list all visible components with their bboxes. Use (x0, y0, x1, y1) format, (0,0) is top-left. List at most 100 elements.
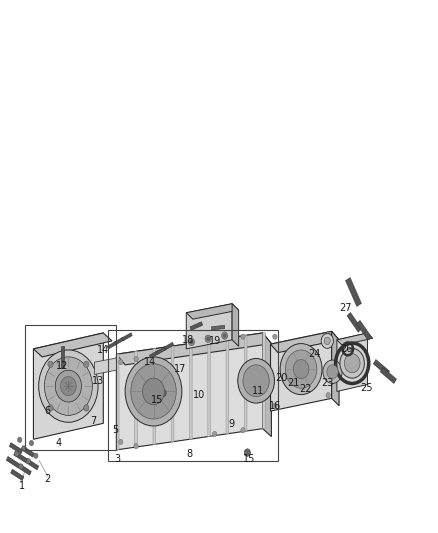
Polygon shape (171, 346, 174, 442)
Text: 8: 8 (186, 449, 192, 458)
Circle shape (34, 453, 38, 458)
Text: 15: 15 (151, 395, 163, 406)
Circle shape (321, 334, 333, 349)
Circle shape (326, 392, 330, 398)
Text: 9: 9 (228, 419, 234, 429)
Text: 13: 13 (92, 376, 104, 386)
Circle shape (160, 389, 166, 397)
Circle shape (55, 370, 81, 402)
Circle shape (293, 360, 309, 378)
Polygon shape (347, 312, 362, 332)
Polygon shape (337, 333, 373, 345)
Circle shape (324, 337, 330, 345)
Polygon shape (212, 325, 225, 330)
Bar (108, 330, 278, 461)
Text: 7: 7 (90, 416, 96, 426)
Text: 6: 6 (45, 406, 51, 416)
Polygon shape (117, 354, 119, 450)
Circle shape (205, 335, 211, 343)
Polygon shape (33, 333, 103, 439)
Circle shape (143, 378, 164, 405)
Text: 5: 5 (112, 425, 118, 435)
Polygon shape (153, 349, 155, 445)
Polygon shape (271, 332, 339, 353)
Text: 26: 26 (340, 344, 353, 354)
Text: 20: 20 (275, 373, 287, 383)
Polygon shape (11, 469, 24, 481)
Circle shape (243, 365, 269, 397)
Text: 14: 14 (144, 357, 156, 367)
Circle shape (327, 365, 338, 378)
Text: 17: 17 (173, 364, 186, 374)
Polygon shape (21, 446, 34, 457)
Circle shape (22, 446, 26, 451)
Polygon shape (186, 304, 232, 349)
Circle shape (14, 451, 19, 456)
Polygon shape (156, 346, 166, 354)
Circle shape (222, 332, 228, 340)
Text: 22: 22 (299, 384, 312, 394)
Circle shape (44, 357, 92, 415)
Circle shape (241, 334, 245, 340)
Polygon shape (117, 333, 272, 365)
Circle shape (19, 464, 23, 469)
Circle shape (323, 360, 342, 383)
Polygon shape (9, 443, 23, 454)
Circle shape (259, 383, 265, 389)
Circle shape (60, 376, 76, 395)
Text: 12: 12 (56, 361, 68, 372)
Circle shape (190, 341, 193, 344)
Text: 25: 25 (360, 383, 373, 393)
Text: 23: 23 (321, 378, 333, 389)
Polygon shape (346, 278, 361, 306)
Circle shape (134, 443, 138, 449)
Circle shape (48, 405, 53, 411)
Polygon shape (164, 342, 174, 350)
Circle shape (84, 405, 89, 411)
Polygon shape (232, 304, 239, 346)
Bar (25, 325, 117, 450)
Polygon shape (380, 368, 396, 383)
Text: 14: 14 (97, 345, 110, 355)
Polygon shape (134, 351, 137, 447)
Text: 24: 24 (308, 349, 320, 359)
Text: 19: 19 (208, 336, 221, 346)
Circle shape (119, 439, 123, 445)
Polygon shape (244, 335, 247, 431)
Polygon shape (6, 456, 20, 468)
Circle shape (29, 440, 34, 446)
Polygon shape (33, 333, 112, 357)
Polygon shape (117, 333, 263, 450)
Text: 15: 15 (243, 454, 255, 464)
Circle shape (273, 403, 277, 408)
Text: 10: 10 (193, 390, 205, 400)
Text: 18: 18 (182, 335, 194, 345)
Text: 16: 16 (269, 401, 281, 411)
Polygon shape (208, 341, 210, 437)
Polygon shape (14, 451, 27, 463)
Circle shape (241, 427, 245, 433)
Text: 3: 3 (115, 454, 121, 464)
Text: 27: 27 (339, 303, 352, 313)
Circle shape (26, 458, 31, 464)
Polygon shape (25, 458, 39, 470)
Polygon shape (263, 333, 272, 437)
Circle shape (340, 349, 364, 378)
Polygon shape (373, 360, 389, 375)
Circle shape (39, 350, 98, 422)
Circle shape (84, 361, 89, 367)
Polygon shape (337, 333, 367, 391)
Circle shape (326, 332, 330, 337)
Circle shape (188, 338, 194, 346)
Text: 21: 21 (287, 378, 300, 389)
Polygon shape (149, 350, 159, 358)
Polygon shape (115, 337, 124, 345)
Circle shape (212, 431, 217, 437)
Circle shape (344, 354, 360, 373)
Circle shape (273, 334, 277, 340)
Text: 11: 11 (252, 386, 265, 397)
Polygon shape (226, 338, 229, 434)
Polygon shape (190, 343, 192, 439)
Circle shape (48, 361, 53, 367)
Circle shape (18, 437, 22, 442)
